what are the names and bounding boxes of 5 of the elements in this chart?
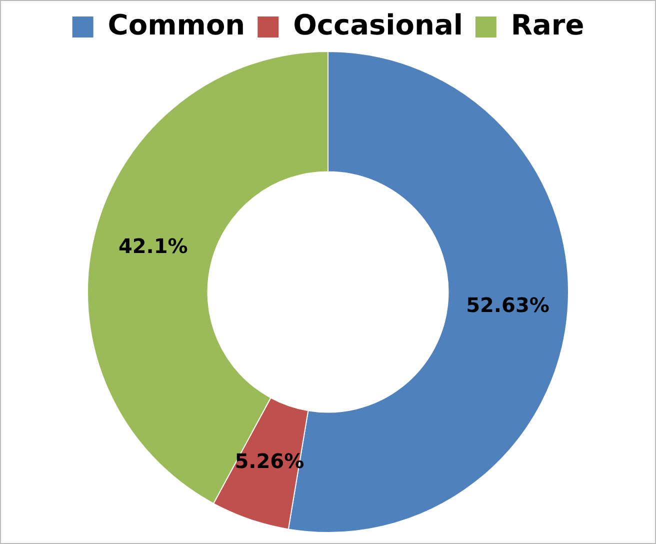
data-label: 52.63% [466,293,550,318]
legend-label: Occasional [293,8,463,42]
legend-label: Rare [510,8,584,42]
data-label: 42.1% [118,234,188,258]
legend-label: Common [108,8,246,42]
